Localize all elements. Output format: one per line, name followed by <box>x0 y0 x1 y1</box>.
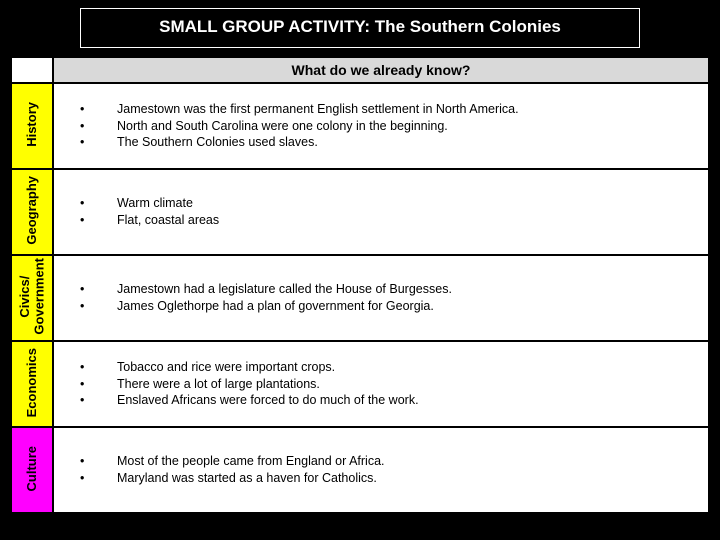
list-item: Most of the people came from England or … <box>62 453 702 470</box>
list-item: Tobacco and rice were important crops. <box>62 359 702 376</box>
list-item: Flat, coastal areas <box>62 212 702 229</box>
list-item: Jamestown was the first permanent Englis… <box>62 101 702 118</box>
page-title: SMALL GROUP ACTIVITY: The Southern Colon… <box>80 8 640 48</box>
row-label: Economics <box>11 341 53 427</box>
row-label: Culture <box>11 427 53 513</box>
activity-table: What do we already know? History Jamestow… <box>10 56 710 514</box>
list-item: Warm climate <box>62 195 702 212</box>
row-label: Geography <box>11 169 53 255</box>
corner-cell <box>11 57 53 83</box>
row-content: Most of the people came from England or … <box>53 427 709 513</box>
row-content: Jamestown had a legislature called the H… <box>53 255 709 341</box>
table-row: History Jamestown was the first permanent… <box>11 83 709 169</box>
list-item: The Southern Colonies used slaves. <box>62 134 702 151</box>
list-item: Maryland was started as a haven for Cath… <box>62 470 702 487</box>
list-item: Jamestown had a legislature called the H… <box>62 281 702 298</box>
table-row: GeographyWarm climateFlat, coastal areas <box>11 169 709 255</box>
list-item: There were a lot of large plantations. <box>62 376 702 393</box>
table-row: Culture Most of the people came from Engl… <box>11 427 709 513</box>
row-label: History <box>11 83 53 169</box>
row-content: Warm climateFlat, coastal areas <box>53 169 709 255</box>
list-item: North and South Carolina were one colony… <box>62 118 702 135</box>
list-item: James Oglethorpe had a plan of governmen… <box>62 298 702 315</box>
list-item: Enslaved Africans were forced to do much… <box>62 392 702 409</box>
table-row: EconomicsTobacco and rice were important… <box>11 341 709 427</box>
table-row: Civics/Government Jamestown had a legisla… <box>11 255 709 341</box>
row-label: Civics/Government <box>11 255 53 341</box>
header-row: What do we already know? <box>11 57 709 83</box>
header-cell: What do we already know? <box>53 57 709 83</box>
row-content: Jamestown was the first permanent Englis… <box>53 83 709 169</box>
row-content: Tobacco and rice were important crops.Th… <box>53 341 709 427</box>
